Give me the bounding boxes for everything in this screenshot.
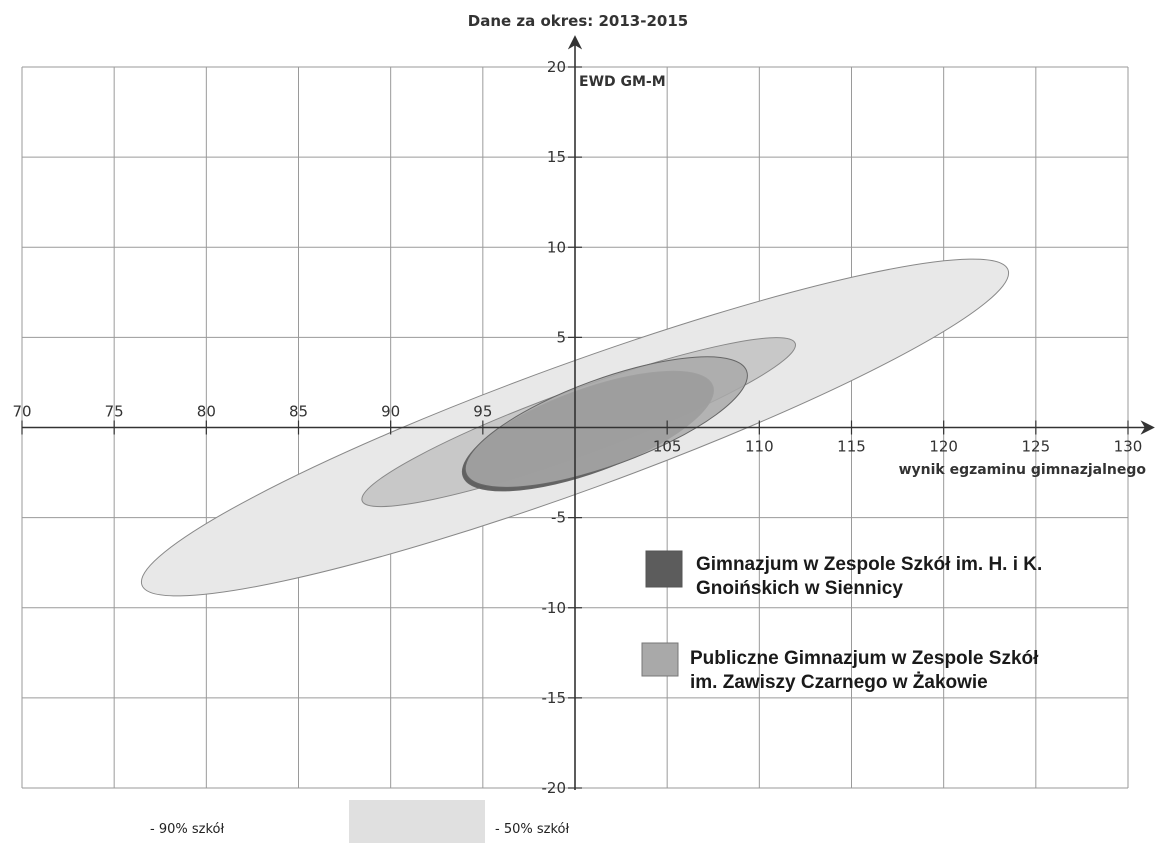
y-tick-label: -10	[542, 599, 567, 617]
x-axis-label: wynik egzaminu gimnazjalnego	[899, 462, 1147, 478]
x-tick-label: 90	[381, 403, 400, 421]
y-tick-label: 15	[547, 148, 566, 166]
x-tick-label: 115	[837, 438, 866, 456]
legend-label-school-1-line-1: Gimnazjum w Zespole Szkół im. H. i K.	[696, 554, 1042, 575]
x-tick-label: 95	[473, 403, 492, 421]
legend-label-school-2-line-1: Publiczne Gimnazjum w Zespole Szkół	[690, 648, 1039, 669]
legend: Gimnazjum w Zespole Szkół im. H. i K. Gn…	[641, 550, 1048, 693]
y-tick-label: 10	[547, 238, 566, 256]
x-tick-label: 110	[745, 438, 774, 456]
y-tick-label: -20	[542, 779, 567, 797]
x-tick-label: 120	[929, 438, 958, 456]
legend-swatch-school-2	[641, 642, 679, 677]
band-legend: - 90% szkół - 50% szkół	[150, 800, 569, 843]
band-swatch-50	[349, 800, 485, 843]
y-tick-label: -5	[551, 509, 566, 527]
x-tick-label: 105	[653, 438, 682, 456]
x-tick-label: 75	[105, 403, 124, 421]
legend-label-school-1-line-2: Gnoińskich w Siennicy	[696, 578, 903, 599]
x-tick-label: 130	[1114, 438, 1143, 456]
school-ellipses	[461, 356, 748, 492]
band-label-50: - 50% szkół	[495, 822, 569, 837]
x-tick-label: 125	[1022, 438, 1051, 456]
y-tick-label: 5	[556, 328, 566, 346]
school-ellipse-2	[464, 356, 748, 488]
x-tick-label: 80	[197, 403, 216, 421]
y-tick-label: -15	[542, 689, 567, 707]
legend-label-school-1: Gimnazjum w Zespole Szkół im. H. i K. Gn…	[696, 554, 1048, 599]
legend-label-school-2-line-2: im. Zawiszy Czarnego w Żakowie	[690, 672, 988, 693]
chart-title: Dane za okres: 2013-2015	[468, 12, 688, 30]
band-swatch-90	[178, 800, 306, 842]
legend-swatch-school-1	[645, 550, 683, 588]
y-tick-label: 20	[547, 58, 566, 76]
x-tick-label: 70	[12, 403, 31, 421]
legend-label-school-2: Publiczne Gimnazjum w Zespole Szkół im. …	[690, 648, 1044, 693]
band-label-90: - 90% szkół	[150, 822, 224, 837]
x-tick-label: 85	[289, 403, 308, 421]
y-axis-label: EWD GM-M	[579, 74, 666, 90]
